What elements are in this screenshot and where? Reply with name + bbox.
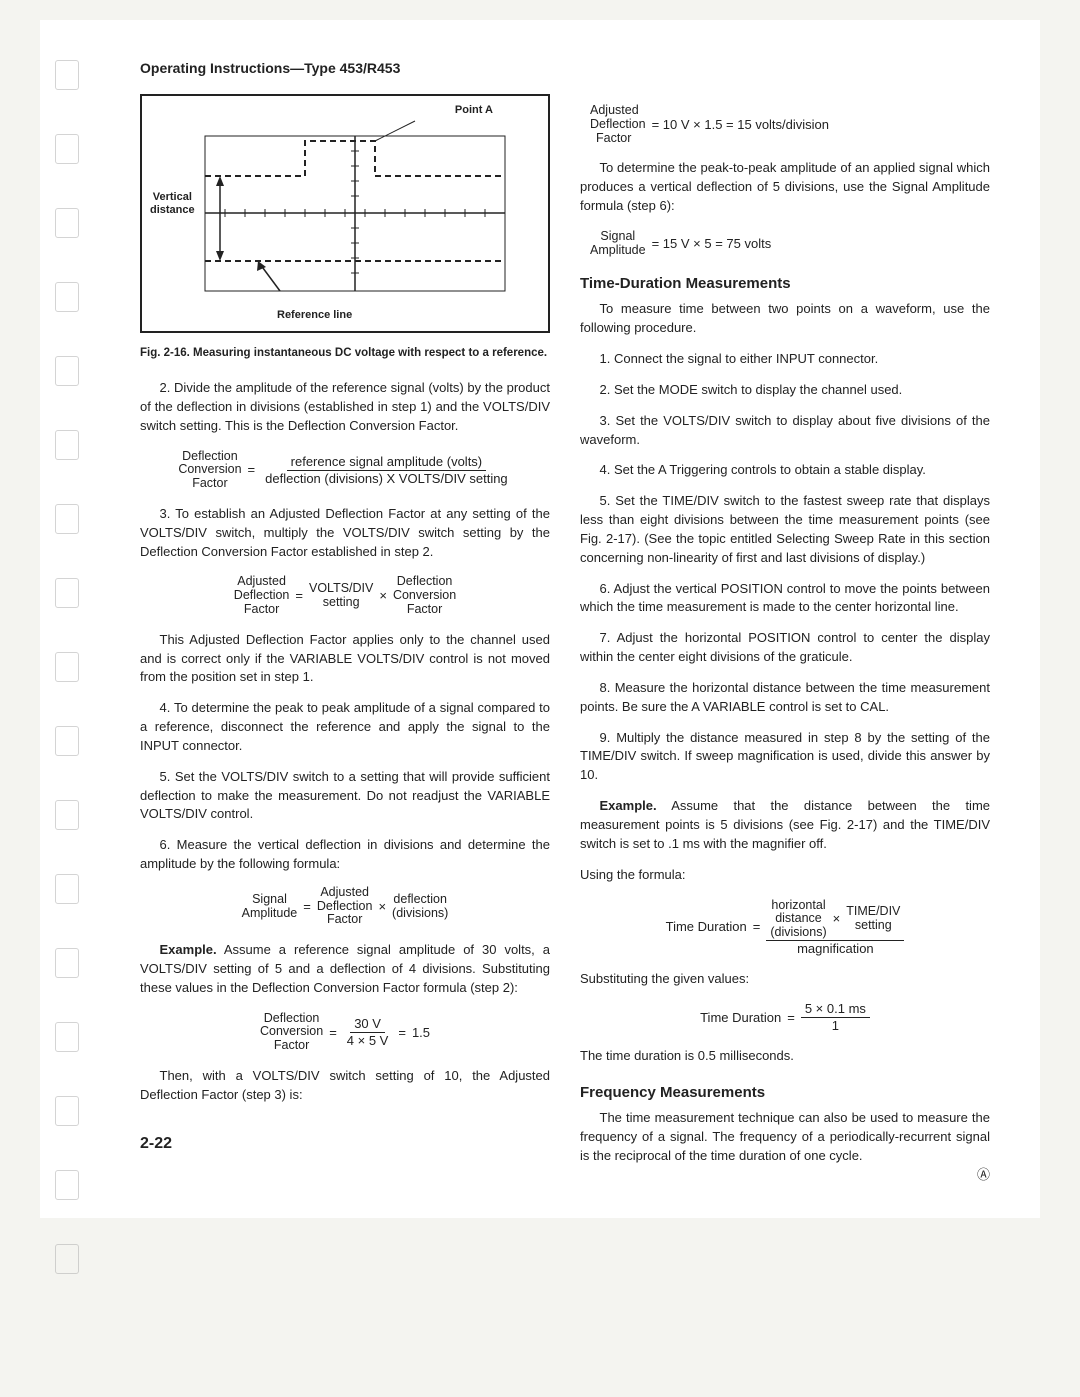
right-para-16: The time measurement technique can also … [580,1109,990,1166]
left-para-2: 2. Divide the amplitude of the reference… [140,379,550,436]
right-para-9: 7. Adjust the horizontal POSITION contro… [580,629,990,667]
right-column: Adjusted Deflection Factor = 10 V × 1.5 … [580,94,990,1178]
figure-caption: Fig. 2-16. Measuring instantaneous DC vo… [140,345,550,361]
figure-label-reference-line: Reference line [277,309,352,321]
formula-signal-amplitude: Signal Amplitude = Adjusted Deflection F… [140,886,550,927]
formula-time-duration: Time Duration = horizontal distance (div… [580,897,990,957]
left-para-4: This Adjusted Deflection Factor applies … [140,631,550,688]
right-para-4: 2. Set the MODE switch to display the ch… [580,381,990,400]
page-number: 2-22 [140,1135,550,1153]
left-para-7: 6. Measure the vertical deflection in di… [140,836,550,874]
right-para-3: 1. Connect the signal to either INPUT co… [580,350,990,369]
right-para-1: To determine the peak-to-peak amplitude … [580,159,990,216]
formula-example-dcf: Deflection Conversion Factor = 30 V 4 × … [140,1010,550,1053]
right-para-11: 9. Multiply the distance measured in ste… [580,729,990,786]
left-para-3: 3. To establish an Adjusted Deflection F… [140,505,550,562]
figure-2-16: Point A Vertical distance Reference line [140,94,550,333]
left-para-5: 4. To determine the peak to peak amplitu… [140,699,550,756]
right-example: Example. Assume that the distance betwee… [580,797,990,854]
heading-time-duration: Time-Duration Measurements [580,275,990,292]
heading-frequency: Frequency Measurements [580,1084,990,1101]
right-para-6: 4. Set the A Triggering controls to obta… [580,461,990,480]
formula-deflection-conversion: Deflection Conversion Factor = reference… [140,448,550,491]
figure-label-vertical-distance: Vertical distance [150,191,195,217]
formula-adjusted-deflection: Adjusted Deflection Factor = VOLTS/DIV s… [140,573,550,616]
right-para-2: To measure time between two points on a … [580,300,990,338]
right-para-5: 3. Set the VOLTS/DIV switch to display a… [580,412,990,450]
right-para-13: Using the formula: [580,866,990,885]
binding-holes [55,60,80,1318]
formula-adjusted-df-result: Adjusted Deflection Factor = 10 V × 1.5 … [590,102,990,145]
right-para-14: Substituting the given values: [580,970,990,989]
right-para-15: The time duration is 0.5 milliseconds. [580,1047,990,1066]
left-para-6: 5. Set the VOLTS/DIV switch to a setting… [140,768,550,825]
formula-signal-amplitude-result: Signal Amplitude = 15 V × 5 = 75 volts [590,228,990,258]
right-para-10: 8. Measure the horizontal distance betwe… [580,679,990,717]
right-para-7: 5. Set the TIME/DIV switch to the fastes… [580,492,990,567]
left-example-1: Example. Assume a reference signal ampli… [140,941,550,998]
formula-time-duration-value: Time Duration = 5 × 0.1 ms 1 [580,1001,990,1033]
figure-label-point-a: Point A [455,104,493,116]
right-para-8: 6. Adjust the vertical POSITION control … [580,580,990,618]
corner-mark: Ⓐ [977,1164,990,1183]
left-column: Point A Vertical distance Reference line… [140,94,550,1178]
left-para-9: Then, with a VOLTS/DIV switch setting of… [140,1067,550,1105]
page-header: Operating Instructions—Type 453/R453 [140,60,990,76]
